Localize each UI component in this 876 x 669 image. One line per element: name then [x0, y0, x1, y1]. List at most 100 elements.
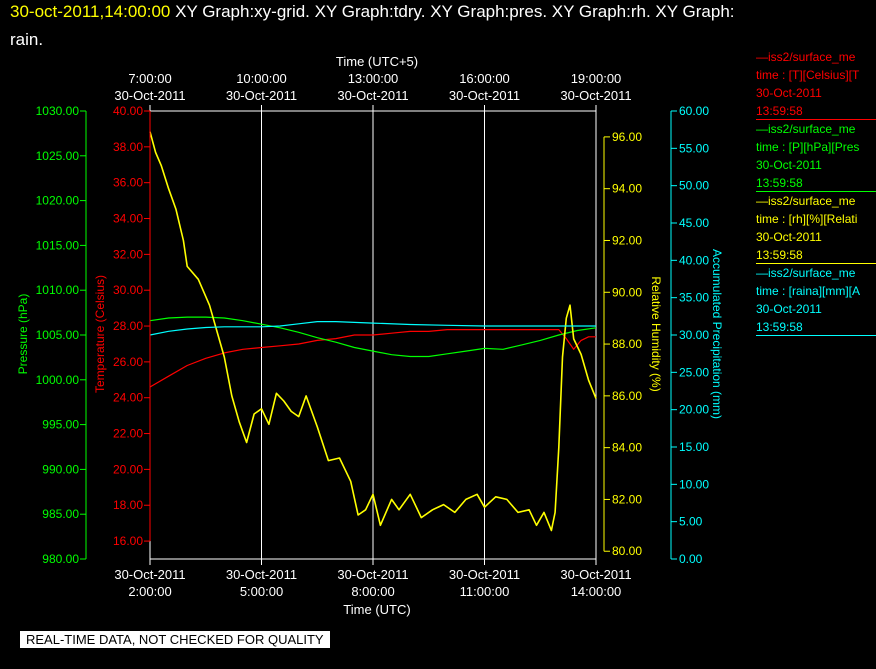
- precipitation-series-line: [149, 321, 596, 336]
- pressure-tick-label: 1010.00: [36, 283, 80, 297]
- legend-entry-date: 30-Oct-2011: [756, 230, 822, 244]
- precip-tick-label: 30.00: [679, 328, 709, 342]
- legend-entry-line2: time : [P][hPa][Pres: [756, 140, 860, 154]
- legend-entry-line2: time : [rh][%][Relati: [756, 212, 858, 226]
- humidity-tick-label: 82.00: [612, 492, 642, 506]
- precip-tick-label: 15.00: [679, 440, 709, 454]
- precip-axis-label: Accumulated Precipitation (mm): [710, 249, 724, 419]
- precip-tick-label: 20.00: [679, 403, 709, 417]
- pressure-tick-label: 1015.00: [36, 238, 80, 252]
- x-top-tick-date: 30-Oct-2011: [337, 88, 408, 103]
- legend-entry-time: 13:59:58: [756, 176, 803, 190]
- legend-entry-time: 13:59:58: [756, 320, 803, 334]
- pressure-tick-label: 1020.00: [36, 194, 80, 208]
- pressure-tick-label: 1005.00: [36, 328, 80, 342]
- pressure-tick-label: 1025.00: [36, 149, 80, 163]
- precip-tick-label: 50.00: [679, 179, 709, 193]
- temperature-tick-label: 18.00: [113, 498, 143, 512]
- legend-separator: [756, 263, 876, 264]
- top-axis-label: Time (UTC+5): [336, 54, 418, 69]
- quality-banner: REAL-TIME DATA, NOT CHECKED FOR QUALITY: [20, 631, 330, 648]
- precip-tick-label: 45.00: [679, 216, 709, 230]
- legend-entry-time: 13:59:58: [756, 248, 803, 262]
- title-text: XY Graph:xy-grid. XY Graph:tdry. XY Grap…: [175, 2, 735, 21]
- x-bottom-tick-time: 14:00:00: [571, 584, 622, 599]
- humidity-tick-label: 92.00: [612, 233, 642, 247]
- legend-entry-line1: —iss2/surface_me: [756, 50, 856, 64]
- humidity-tick-label: 90.00: [612, 285, 642, 299]
- x-top-tick-date: 30-Oct-2011: [114, 88, 185, 103]
- legend-entry-line2: time : [raina][mm][A: [756, 284, 861, 298]
- humidity-tick-label: 94.00: [612, 182, 642, 196]
- legend-entry-date: 30-Oct-2011: [756, 302, 822, 316]
- humidity-series-line: [149, 131, 597, 532]
- title-line-1: 30-oct-2011,14:00:00 XY Graph:xy-grid. X…: [10, 2, 735, 22]
- x-top-tick-date: 30-Oct-2011: [449, 88, 520, 103]
- x-top-tick-time: 19:00:00: [571, 71, 622, 86]
- x-top-tick-time: 16:00:00: [459, 71, 510, 86]
- bottom-axis-label: Time (UTC): [343, 602, 410, 617]
- temperature-tick-label: 16.00: [113, 534, 143, 548]
- pressure-axis-label: Pressure (hPa): [16, 294, 30, 375]
- precip-tick-label: 10.00: [679, 477, 709, 491]
- humidity-axis-label: Relative Humidity (%): [649, 276, 663, 391]
- precip-tick-label: 5.00: [679, 515, 703, 529]
- temperature-tick-label: 30.00: [113, 283, 143, 297]
- x-bottom-tick-date: 30-Oct-2011: [226, 567, 297, 582]
- legend-entry-line1: —iss2/surface_me: [756, 194, 856, 208]
- series-layer: [149, 131, 597, 532]
- precip-tick-label: 40.00: [679, 253, 709, 267]
- precip-tick-label: 60.00: [679, 104, 709, 118]
- x-bottom-tick-date: 30-Oct-2011: [337, 567, 408, 582]
- x-top-tick-time: 10:00:00: [236, 71, 287, 86]
- legend-entry-line1: —iss2/surface_me: [756, 122, 856, 136]
- precip-tick-label: 55.00: [679, 141, 709, 155]
- temperature-tick-label: 28.00: [113, 319, 143, 333]
- temperature-tick-label: 20.00: [113, 462, 143, 476]
- pressure-series-line: [149, 316, 597, 358]
- x-top-tick-time: 7:00:00: [128, 71, 171, 86]
- legend-entry-date: 30-Oct-2011: [756, 158, 822, 172]
- legend-entry-line1: —iss2/surface_me: [756, 266, 856, 280]
- humidity-tick-label: 80.00: [612, 544, 642, 558]
- legend-entry-line2: time : [T][Celsius][T: [756, 68, 860, 82]
- temperature-tick-label: 34.00: [113, 212, 143, 226]
- legend-separator: [756, 335, 876, 336]
- humidity-tick-label: 84.00: [612, 441, 642, 455]
- pressure-tick-label: 980.00: [42, 552, 79, 566]
- temperature-axis-label: Temperature (Celsius): [93, 275, 107, 393]
- x-bottom-tick-time: 5:00:00: [240, 584, 283, 599]
- x-bottom-tick-date: 30-Oct-2011: [114, 567, 185, 582]
- legend-entry-date: 30-Oct-2011: [756, 86, 822, 100]
- temperature-tick-label: 24.00: [113, 391, 143, 405]
- precip-tick-label: 25.00: [679, 365, 709, 379]
- temperature-tick-label: 26.00: [113, 355, 143, 369]
- humidity-tick-label: 88.00: [612, 337, 642, 351]
- temperature-tick-label: 38.00: [113, 140, 143, 154]
- x-bottom-tick-time: 2:00:00: [128, 584, 171, 599]
- humidity-tick-label: 86.00: [612, 389, 642, 403]
- pressure-tick-label: 1000.00: [36, 373, 80, 387]
- humidity-tick-label: 96.00: [612, 130, 642, 144]
- precip-tick-label: 35.00: [679, 291, 709, 305]
- x-bottom-tick-date: 30-Oct-2011: [560, 567, 631, 582]
- legend-separator: [756, 119, 876, 120]
- title-timestamp: 30-oct-2011,14:00:00: [10, 2, 171, 21]
- x-bottom-tick-time: 8:00:00: [351, 584, 394, 599]
- x-top-tick-date: 30-Oct-2011: [226, 88, 297, 103]
- pressure-tick-label: 1030.00: [36, 104, 80, 118]
- precip-tick-label: 0.00: [679, 552, 703, 566]
- x-top-tick-time: 13:00:00: [348, 71, 399, 86]
- x-bottom-tick-time: 11:00:00: [460, 584, 510, 599]
- temperature-tick-label: 32.00: [113, 247, 143, 261]
- temperature-tick-label: 40.00: [113, 104, 143, 118]
- axes-layer: Time (UTC+5) Time (UTC) Pressure (hPa) T…: [16, 54, 724, 617]
- title-line-2: rain.: [10, 30, 44, 49]
- pressure-tick-label: 995.00: [42, 418, 79, 432]
- x-bottom-tick-date: 30-Oct-2011: [449, 567, 520, 582]
- x-top-tick-date: 30-Oct-2011: [560, 88, 631, 103]
